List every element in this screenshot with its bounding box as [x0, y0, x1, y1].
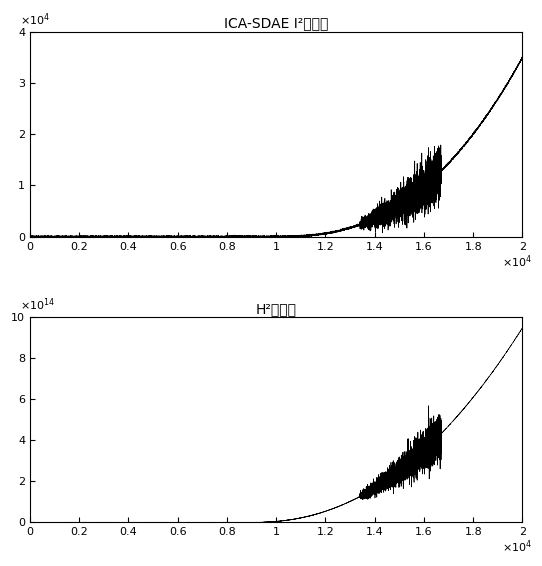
Text: $\times10^4$: $\times10^4$	[20, 11, 50, 28]
Text: $\times10^4$: $\times10^4$	[502, 253, 532, 269]
Text: $\times10^{14}$: $\times10^{14}$	[20, 297, 55, 314]
Title: ICA-SDAE I²统计量: ICA-SDAE I²统计量	[224, 16, 328, 31]
Text: $\times10^4$: $\times10^4$	[502, 539, 532, 555]
Title: H²统计量: H²统计量	[256, 302, 296, 316]
